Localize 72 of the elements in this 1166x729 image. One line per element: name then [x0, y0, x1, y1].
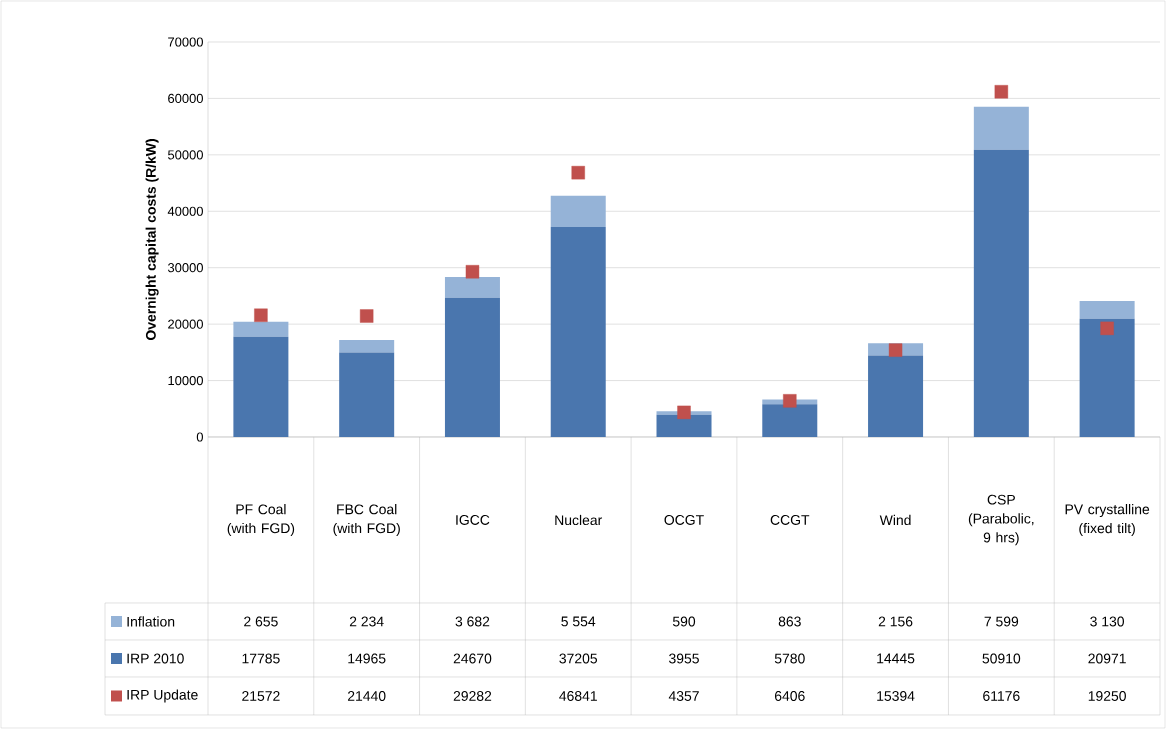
- x-tick-label: Nuclear: [555, 514, 603, 526]
- x-tick-label: CSP (Parabolic, 9 hrs): [968, 494, 1034, 546]
- point: [571, 165, 585, 180]
- legend-label: Inflation: [127, 616, 175, 627]
- data-label: 3 682: [455, 616, 490, 627]
- bar: [550, 195, 606, 228]
- data-label: 21572: [242, 691, 280, 701]
- data-label: 24670: [453, 653, 492, 664]
- x-tick-label: PF Coal (with FGD): [227, 504, 295, 536]
- data-label: 2 655: [244, 616, 278, 627]
- x-tick-label: PV crystalline (fixed tilt): [1065, 504, 1150, 536]
- data-label: 6406: [774, 691, 805, 701]
- bar: [444, 297, 500, 437]
- x-tick-label: Wind: [879, 514, 911, 526]
- bar: [339, 339, 395, 353]
- y-tick-label: 60000: [168, 93, 203, 103]
- data-label: 20971: [1088, 653, 1126, 664]
- data-label: 3955: [669, 653, 699, 664]
- x-tick-label: FBC Coal (with FGD): [333, 504, 400, 536]
- y-tick-label: 30000: [167, 263, 203, 273]
- data-label: 19250: [1088, 691, 1126, 701]
- data-label: 17785: [242, 653, 280, 664]
- data-label: 14965: [348, 653, 386, 664]
- data-label: 29282: [453, 691, 492, 701]
- bar: [656, 414, 712, 437]
- data-label: 863: [778, 616, 801, 627]
- y-tick-label: 20000: [168, 319, 203, 329]
- data-label: 37205: [559, 653, 598, 664]
- data-label: 590: [672, 616, 696, 627]
- bar: [1079, 300, 1135, 319]
- point: [888, 343, 903, 357]
- point: [359, 309, 374, 323]
- point: [465, 265, 480, 279]
- bar: [444, 277, 500, 298]
- data-label: 5780: [774, 653, 805, 664]
- point: [783, 394, 797, 408]
- data-label: 4357: [668, 691, 699, 701]
- data-label: 5 554: [561, 616, 596, 627]
- point: [1100, 321, 1114, 336]
- legend-label: IRP Update: [127, 689, 198, 703]
- bar: [339, 352, 395, 437]
- data-label: 3 130: [1090, 616, 1125, 627]
- y-tick-label: 0: [196, 432, 203, 442]
- data-label: 2 234: [349, 616, 384, 627]
- legend-label: IRP 2010: [127, 653, 184, 664]
- data-label: 21440: [347, 691, 386, 701]
- data-label: 50910: [982, 653, 1021, 664]
- data-label: 14445: [877, 653, 915, 664]
- bar: [973, 106, 1029, 150]
- bar: [1079, 318, 1135, 437]
- x-tick-label: OCGT: [664, 515, 704, 525]
- point: [994, 85, 1009, 99]
- data-label: 46841: [559, 691, 597, 701]
- y-tick-label: 70000: [168, 37, 203, 47]
- data-label: 61176: [983, 691, 1020, 701]
- data-label: 15394: [877, 691, 915, 701]
- bar: [233, 321, 289, 337]
- data-label: 7 599: [984, 616, 1019, 627]
- y-tick-label: 10000: [168, 375, 203, 386]
- bar: [550, 227, 606, 437]
- bar: [233, 336, 289, 437]
- x-tick-label: IGCC: [456, 515, 490, 525]
- point: [677, 405, 691, 420]
- bar: [973, 149, 1029, 437]
- y-tick-label: 40000: [167, 206, 203, 216]
- data-label: 2 156: [878, 616, 913, 627]
- point: [254, 308, 268, 322]
- x-tick-label: CCGT: [770, 515, 810, 525]
- bar: [762, 404, 818, 437]
- y-axis-title: Overnight capital costs (R/kW): [145, 139, 159, 341]
- bar: [868, 355, 924, 437]
- y-tick-label: 50000: [167, 150, 203, 160]
